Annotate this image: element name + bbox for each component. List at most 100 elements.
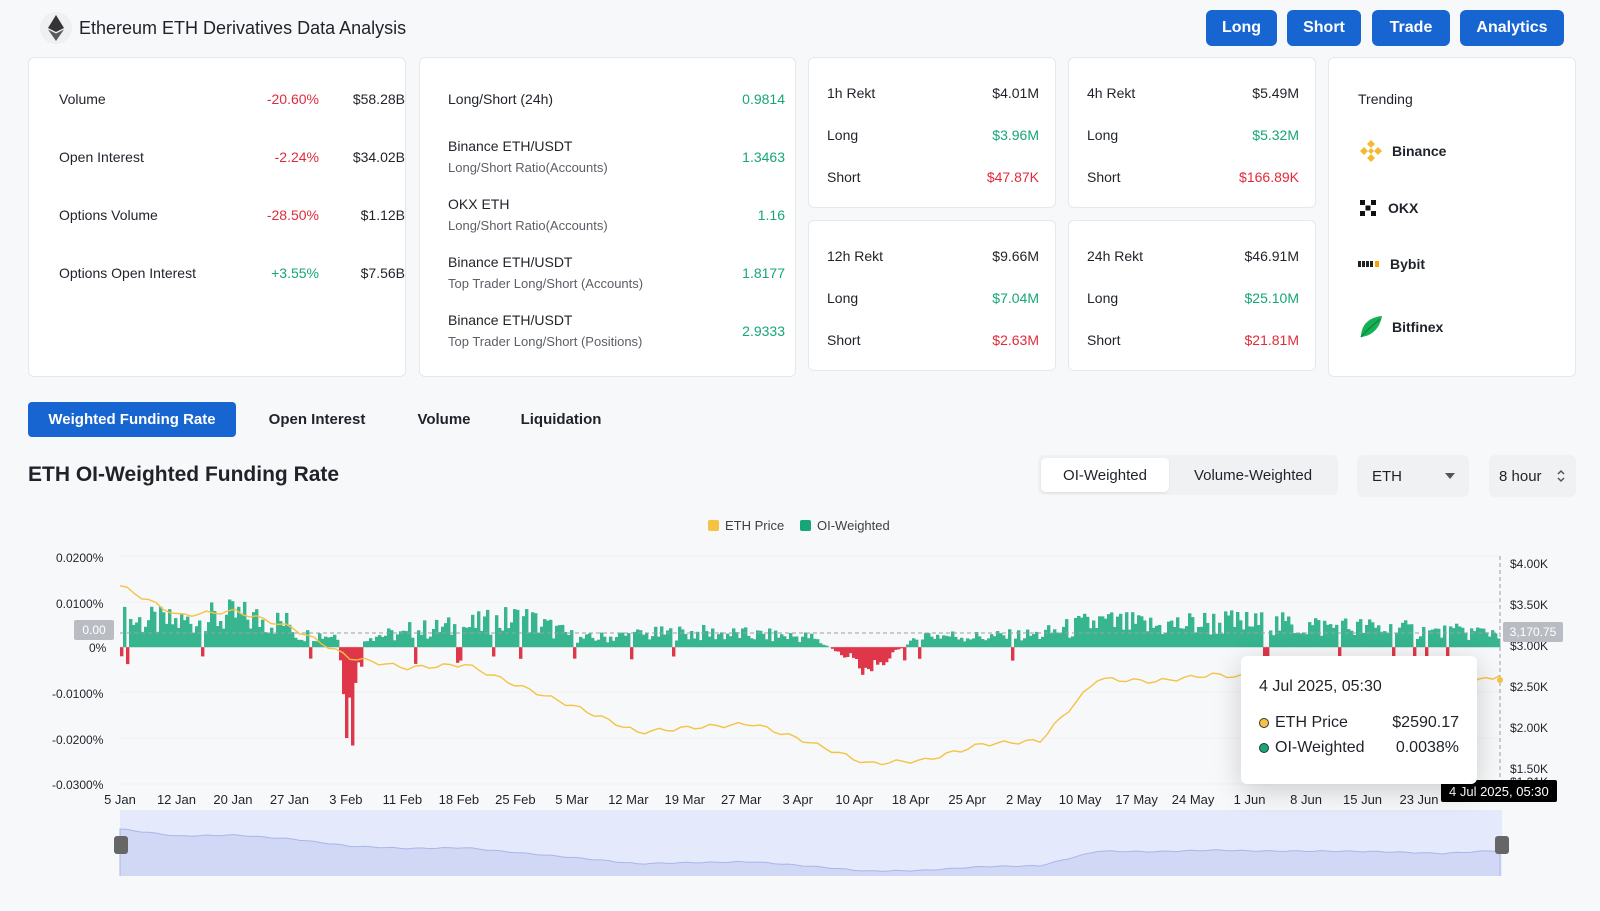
rekt-4h-card: 4h Rekt $5.49M Long $5.32M Short $166.89… [1068, 57, 1316, 208]
rekt-long-value: $7.04M [992, 290, 1039, 306]
x-axis-tick: 10 May [1058, 792, 1102, 807]
funding-rate-bar [915, 639, 919, 648]
funding-rate-bar [1428, 630, 1432, 648]
tab-liquidation[interactable]: Liquidation [520, 411, 602, 428]
funding-rate-bar [1245, 612, 1249, 648]
funding-rate-bar [1374, 627, 1378, 648]
funding-rate-bar [651, 636, 655, 648]
short-button[interactable]: Short [1287, 10, 1361, 46]
rekt-total: $46.91M [1244, 248, 1299, 264]
tooltip-rate-label: OI-Weighted [1275, 739, 1365, 756]
funding-rate-bar [159, 606, 163, 648]
legend-swatch [708, 520, 719, 531]
funding-rate-bar [1362, 632, 1366, 648]
funding-rate-bar [786, 639, 790, 648]
funding-rate-bar [174, 618, 178, 648]
funding-rate-bar [1233, 626, 1237, 648]
funding-rate-bar [741, 628, 745, 648]
rekt-long-label: Long [827, 290, 859, 306]
funding-rate-bar [120, 647, 124, 657]
x-axis-tick: 24 May [1171, 792, 1215, 807]
funding-rate-bar [1119, 613, 1123, 648]
tab-weighted-funding-rate[interactable]: Weighted Funding Rate [28, 402, 236, 437]
navigator-left-handle[interactable] [114, 836, 128, 854]
crosshair-date-label: 4 Jul 2025, 05:30 [1441, 780, 1557, 802]
funding-rate-bar [657, 636, 661, 648]
legend-eth-price[interactable]: ETH Price [708, 518, 784, 533]
funding-rate-bar [213, 611, 217, 648]
trending-item-bybit[interactable]: Bybit [1358, 256, 1425, 272]
rekt-long-label: Long [1087, 290, 1119, 306]
overview-change: -28.50% [266, 207, 319, 223]
trending-title: Trending [1358, 91, 1413, 107]
funding-rate-bar [288, 624, 292, 648]
funding-rate-bar [132, 625, 136, 648]
funding-rate-bar [693, 638, 697, 648]
funding-rate-bar [510, 622, 514, 648]
coin-select-value: ETH [1372, 467, 1402, 485]
funding-rate-bar [1200, 626, 1204, 648]
funding-rate-bar [1224, 611, 1228, 648]
crosshair-left-label: 0.00 [74, 620, 114, 640]
tab-open-interest[interactable]: Open Interest [268, 411, 366, 428]
funding-rate-bar [1452, 628, 1456, 648]
oi-weighted-button[interactable]: OI-Weighted [1041, 458, 1169, 492]
funding-rate-bar [687, 639, 691, 648]
funding-rate-bar [543, 619, 547, 648]
rekt-long-value: $5.32M [1252, 127, 1299, 143]
funding-rate-bar [963, 641, 967, 648]
funding-rate-bar [1209, 634, 1213, 648]
interval-select-value: 8 hour [1499, 467, 1542, 485]
funding-rate-bar [1386, 632, 1390, 648]
funding-rate-bar [321, 638, 325, 648]
funding-rate-bar [597, 639, 601, 648]
trade-button[interactable]: Trade [1372, 10, 1450, 46]
interval-select[interactable]: 8 hour [1489, 455, 1576, 497]
funding-rate-bar [876, 647, 880, 665]
funding-rate-bar [291, 632, 295, 648]
funding-rate-bar [846, 647, 850, 657]
long-button[interactable]: Long [1206, 10, 1277, 46]
y-left-tick: -0.0100% [52, 687, 104, 701]
trending-item-label: Bitfinex [1392, 319, 1444, 335]
funding-rate-bar [477, 611, 481, 648]
chart-title: ETH OI-Weighted Funding Rate [28, 463, 340, 486]
funding-rate-bar [1338, 647, 1342, 661]
legend-label: OI-Weighted [817, 518, 890, 533]
legend-oi-weighted[interactable]: OI-Weighted [800, 518, 890, 533]
tab-volume[interactable]: Volume [417, 411, 471, 428]
analytics-button[interactable]: Analytics [1460, 10, 1564, 46]
funding-rate-bar [1479, 628, 1483, 648]
rekt-short-value: $166.89K [1239, 169, 1299, 185]
funding-rate-bar [405, 631, 409, 648]
funding-rate-bar [282, 626, 286, 648]
funding-rate-bar [1383, 631, 1387, 648]
crosshair-price-dot [1497, 677, 1503, 683]
navigator-right-handle[interactable] [1495, 836, 1509, 854]
funding-rate-bar [648, 639, 652, 648]
y-right-tick: $2.50K [1510, 680, 1549, 694]
funding-rate-bar [969, 639, 973, 648]
funding-rate-bar [717, 634, 721, 648]
funding-rate-bar [1242, 629, 1246, 648]
volume-weighted-button[interactable]: Volume-Weighted [1193, 466, 1313, 484]
trending-item-bitfinex[interactable]: Bitfinex [1358, 314, 1443, 340]
funding-rate-bar [999, 633, 1003, 648]
funding-rate-bar [1107, 614, 1111, 648]
funding-rate-bar [1116, 616, 1120, 648]
funding-rate-bar [480, 630, 484, 648]
funding-rate-bar [927, 633, 931, 648]
ratio-label: Long/Short (24h) [448, 91, 554, 107]
funding-rate-bar [576, 642, 580, 648]
tooltip-price-label: ETH Price [1275, 714, 1348, 731]
trending-item-okx[interactable]: OKX [1358, 198, 1418, 218]
funding-rate-bar [705, 631, 709, 648]
funding-rate-bar [930, 636, 934, 648]
funding-rate-bar [1470, 628, 1474, 648]
trending-item-binance[interactable]: Binance [1358, 138, 1446, 164]
funding-rate-bar [621, 632, 625, 648]
coin-select[interactable]: ETH [1357, 455, 1469, 497]
funding-rate-bar [1431, 629, 1435, 648]
funding-rate-bar [1194, 632, 1198, 648]
